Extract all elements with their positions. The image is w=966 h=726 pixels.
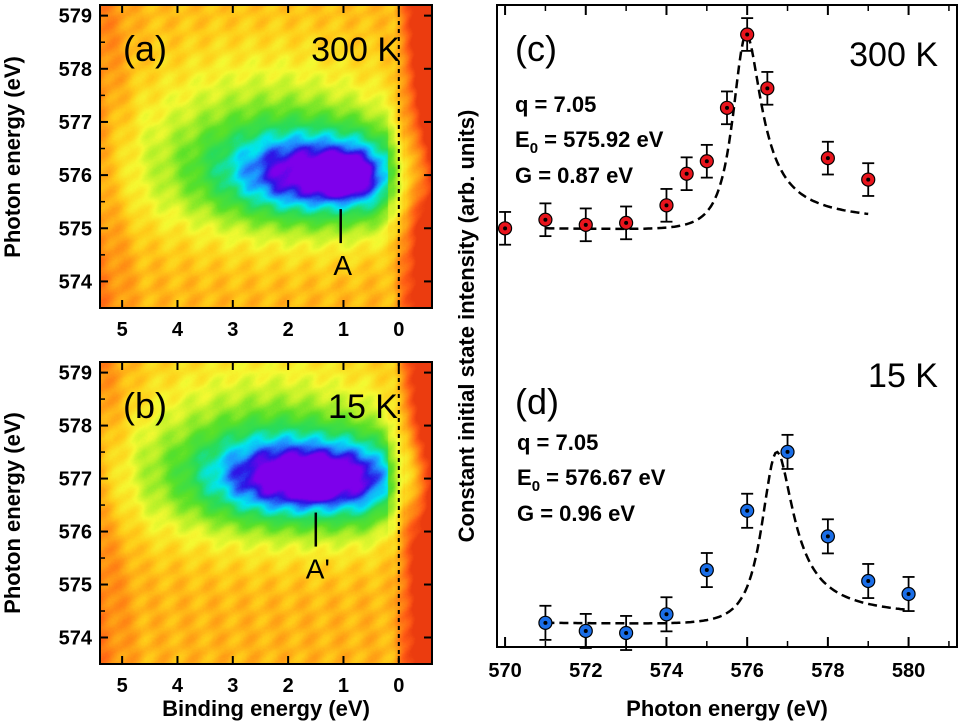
- panel-c-marker-center: [624, 221, 628, 225]
- panel-c-point: [499, 212, 512, 245]
- panel-c-marker-center: [685, 172, 689, 176]
- panel-c-point: [539, 203, 552, 236]
- panel-cd: 570 572 574 576 578 580 (c) 300 K (d) 15 K q …: [454, 5, 957, 721]
- panel-d-marker-center: [543, 621, 547, 625]
- panel-a-xtick-label: 3: [227, 319, 238, 341]
- panel-d-marker-center: [745, 509, 749, 513]
- panel-cd-xlabel: Photon energy (eV): [626, 696, 828, 721]
- panel-c-point: [660, 189, 673, 222]
- fit-d-q: q = 7.05: [517, 430, 598, 455]
- figure: 5 4 3 2 1 0 574 575 576 577 578 579 A (a) 300 K Pho…: [0, 0, 966, 726]
- panel-b-xtick-label: 1: [338, 675, 349, 697]
- panel-d-label: (d): [515, 381, 559, 422]
- panel-c-marker-center: [503, 226, 507, 230]
- panel-c-point: [680, 157, 693, 190]
- panel-a-ytick-label: 575: [59, 218, 92, 240]
- panel-a: 5 4 3 2 1 0 574 575 576 577 578 579 A (a) 300 K Pho…: [0, 5, 432, 341]
- panel-d-point: [579, 614, 592, 648]
- panel-b-ytick-label: 578: [59, 416, 92, 438]
- panel-d-point: [741, 494, 754, 528]
- panel-c-point: [721, 91, 734, 124]
- fit-d-e0: E0 = 576.67 eV: [517, 465, 666, 495]
- panel-a-ylabel: Photon energy (eV): [0, 56, 25, 258]
- panel-c-marker-center: [705, 159, 709, 163]
- panel-a-temperature: 300 K: [311, 31, 400, 69]
- panel-b-xtick-label: 2: [283, 675, 294, 697]
- panel-d-point: [620, 616, 633, 650]
- panel-cd-xtick-label: 576: [730, 660, 763, 682]
- panel-d-marker-center: [866, 579, 870, 583]
- panel-cd-xtick-label: 578: [811, 660, 844, 682]
- panel-cd-xtick-label: 580: [892, 660, 925, 682]
- panel-d-marker-center: [664, 612, 668, 616]
- panel-c-marker-center: [826, 156, 830, 160]
- panel-d-point: [902, 577, 915, 611]
- panel-cd-xtick-label: 572: [569, 660, 602, 682]
- panel-a-xtick-label: 0: [393, 319, 404, 341]
- panel-b-ytick-label: 574: [59, 628, 93, 650]
- panel-d-point: [539, 606, 552, 640]
- panel-d-point: [700, 553, 713, 587]
- panel-cd-xtick-label: 570: [488, 660, 521, 682]
- panel-d-marker-center: [907, 592, 911, 596]
- panel-c-point: [579, 208, 592, 241]
- panel-c-temperature: 300 K: [849, 36, 938, 74]
- panel-d-temperature: 15 K: [868, 357, 938, 395]
- fit-c-g: G = 0.87 eV: [515, 163, 633, 188]
- panel-cd-ylabel: Constant initial state intensity (arb. u…: [454, 110, 479, 543]
- panel-a-xtick-label: 4: [172, 319, 184, 341]
- panel-c-marker-center: [584, 223, 588, 227]
- panel-b-ytick-label: 577: [59, 469, 92, 491]
- panel-d-point: [660, 597, 673, 631]
- panel-b-ylabel: Photon energy (eV): [0, 412, 25, 614]
- panel-a-ytick-label: 577: [59, 112, 92, 134]
- panel-b-xtick-label: 5: [117, 675, 128, 697]
- panel-c-point: [620, 206, 633, 239]
- panel-d-point: [821, 519, 834, 553]
- panel-c-point: [862, 163, 875, 196]
- panel-a-xtick-label: 5: [117, 319, 128, 341]
- fit-d-g: G = 0.96 eV: [517, 501, 635, 526]
- panel-b-temperature: 15 K: [328, 388, 398, 426]
- panel-c-marker-center: [725, 106, 729, 110]
- panel-b-xtick-label: 0: [393, 675, 404, 697]
- panel-c-marker-center: [664, 203, 668, 207]
- panel-d-marker-center: [705, 568, 709, 572]
- panel-b: 5 4 3 2 1 0 574 575 576 577 578 579 A' (b) 15 K Pho…: [0, 362, 432, 721]
- peak-a-label: A: [333, 250, 352, 281]
- fit-c-q: q = 7.05: [515, 92, 596, 117]
- panel-a-ytick-label: 579: [59, 6, 92, 28]
- panel-c-point: [700, 145, 713, 178]
- panel-a-ytick-label: 578: [59, 59, 92, 81]
- panel-c-marker-center: [866, 178, 870, 182]
- peak-b-label: A': [306, 554, 330, 585]
- panel-b-ytick-label: 575: [59, 575, 92, 597]
- panel-cd-xtick-label: 574: [650, 660, 684, 682]
- panel-c-label: (c): [515, 28, 557, 69]
- panel-d-marker-center: [786, 450, 790, 454]
- figure-svg: 5 4 3 2 1 0 574 575 576 577 578 579 A (a) 300 K Pho…: [0, 0, 966, 726]
- panel-c-marker-center: [765, 86, 769, 90]
- panel-c-point: [821, 142, 834, 175]
- panel-d-marker-center: [826, 534, 830, 538]
- panel-a-xtick-label: 2: [283, 319, 294, 341]
- panel-a-xtick-label: 1: [338, 319, 349, 341]
- panel-b-label: (b): [123, 385, 167, 426]
- panel-d-marker-center: [624, 631, 628, 635]
- panel-a-label: (a): [123, 28, 167, 69]
- panel-b-xtick-label: 4: [172, 675, 184, 697]
- panel-d-marker-center: [584, 629, 588, 633]
- panel-a-ytick-label: 576: [59, 165, 92, 187]
- panel-b-ytick-label: 579: [59, 363, 92, 385]
- panel-a-ytick-label: 574: [59, 271, 93, 293]
- panel-c-marker-center: [745, 33, 749, 37]
- panel-b-xtick-label: 3: [227, 675, 238, 697]
- panel-d-point: [862, 564, 875, 598]
- panel-b-xlabel: Binding energy (eV): [162, 696, 370, 721]
- fit-c-e0: E0 = 575.92 eV: [515, 127, 664, 157]
- panel-b-ytick-label: 576: [59, 522, 92, 544]
- panel-c-point: [761, 72, 774, 105]
- panel-c-marker-center: [543, 218, 547, 222]
